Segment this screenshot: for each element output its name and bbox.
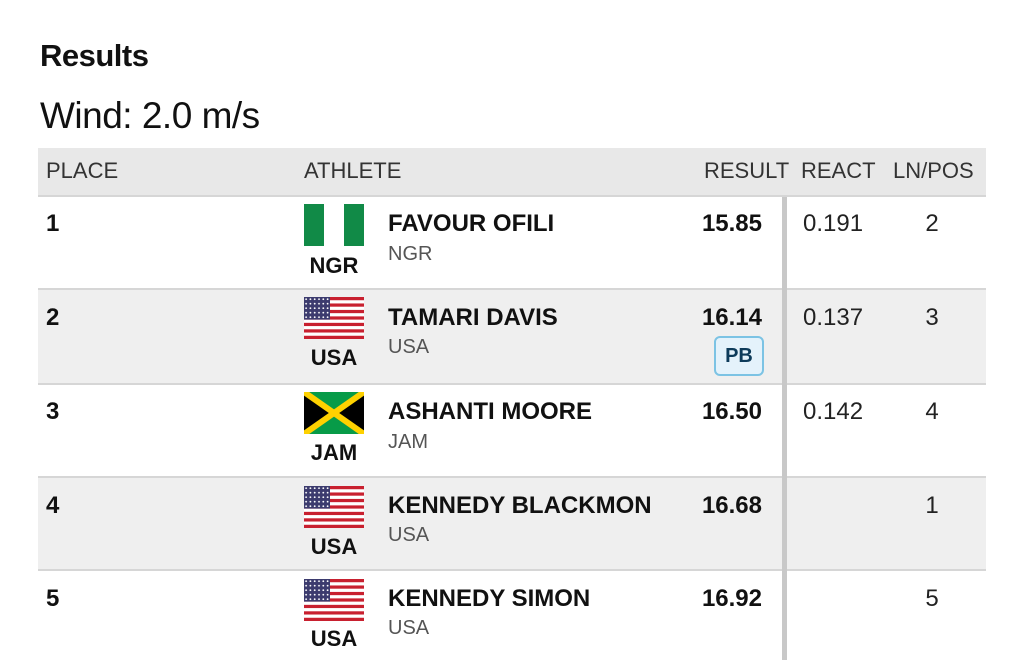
lane: 2 xyxy=(925,210,939,237)
reaction-time: 0.191 xyxy=(803,210,864,237)
pb-badge: PB xyxy=(714,336,764,376)
athlete-name: ASHANTI MOORE xyxy=(388,398,592,425)
flag xyxy=(304,204,364,246)
result: 16.50 xyxy=(701,398,762,425)
table-header xyxy=(38,148,986,195)
table-row xyxy=(38,569,986,662)
column-header: LN/POS xyxy=(893,158,974,183)
flag xyxy=(304,297,364,339)
lane: 1 xyxy=(925,492,939,519)
result: 16.68 xyxy=(701,492,762,519)
place: 3 xyxy=(46,398,60,425)
column-header: RESULT xyxy=(704,158,790,183)
flag xyxy=(304,486,364,528)
column-header: ATHLETE xyxy=(304,158,402,183)
reaction-time: 0.137 xyxy=(803,304,864,331)
column-divider xyxy=(782,197,787,660)
flag-code: USA xyxy=(310,534,358,559)
result: 16.92 xyxy=(701,585,762,612)
place: 1 xyxy=(46,210,60,237)
table-row xyxy=(38,383,986,477)
athlete-country: JAM xyxy=(388,431,428,453)
table-row xyxy=(38,288,986,383)
flag-code: JAM xyxy=(310,440,358,465)
flag-code: USA xyxy=(310,626,358,651)
place: 5 xyxy=(46,585,60,612)
wind: Wind: 2.0 m/s xyxy=(40,95,260,136)
flag-code: USA xyxy=(310,345,358,370)
table-row xyxy=(38,195,986,289)
table-row xyxy=(38,476,986,571)
result: 15.85 xyxy=(701,210,762,237)
title: Results xyxy=(40,38,149,73)
athlete-country: USA xyxy=(388,617,430,639)
place: 4 xyxy=(46,492,60,519)
lane: 4 xyxy=(925,398,939,425)
column-header: REACT xyxy=(801,158,876,183)
athlete-name: TAMARI DAVIS xyxy=(388,304,558,331)
flag xyxy=(304,579,364,621)
lane: 3 xyxy=(925,304,939,331)
lane: 5 xyxy=(925,585,939,612)
athlete-name: FAVOUR OFILI xyxy=(388,210,555,237)
result: 16.14 xyxy=(701,304,762,331)
column-header: PLACE xyxy=(46,158,119,183)
athlete-name: KENNEDY SIMON xyxy=(388,585,591,612)
athlete-name: KENNEDY BLACKMON xyxy=(388,492,652,519)
place: 2 xyxy=(46,304,60,331)
flag-code: NGR xyxy=(309,253,359,278)
athlete-country: NGR xyxy=(388,243,433,265)
athlete-country: USA xyxy=(388,524,430,546)
flag xyxy=(304,392,364,434)
athlete-country: USA xyxy=(388,336,430,358)
reaction-time: 0.142 xyxy=(803,398,864,425)
